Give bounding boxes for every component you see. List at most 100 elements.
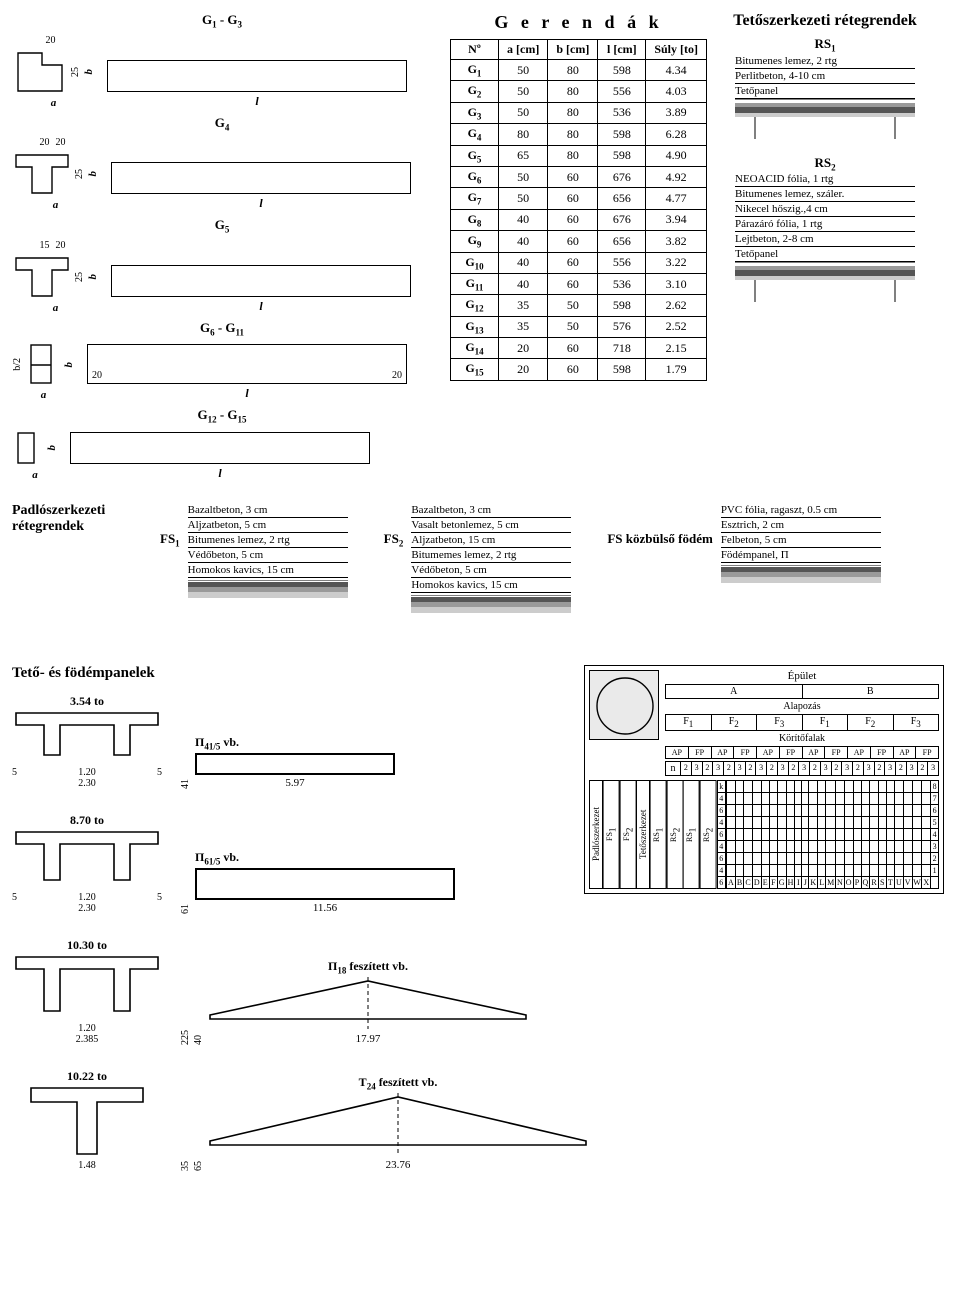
beam-section-group: G1 - G3 20 25 b a l bbox=[12, 12, 432, 109]
beam-section-group: G4 2020 25 b a l bbox=[12, 115, 432, 212]
beams-table-column: G e r e n d á k Nº a [cm] b [cm] l [cm] … bbox=[450, 12, 707, 381]
layer-item: Bitumemes lemez, 2 rtg bbox=[411, 548, 571, 563]
matrix-grid: 87654321ABCDEFGHIJKLMNOPQRSTUVWX bbox=[726, 780, 939, 889]
matrix-side-sub: RS2 bbox=[667, 780, 684, 889]
layer-strip-icon bbox=[735, 99, 915, 139]
panel-weight: 3.54 to bbox=[70, 694, 104, 709]
panel-cross-TT-icon bbox=[12, 828, 162, 892]
matrix-column: Épület AB Alapozás F1F2F3F1F2F3 Körítőfa… bbox=[584, 665, 944, 1195]
matrix-k-col: k46464646 bbox=[717, 780, 726, 889]
panel-plate-label: T24 feszített vb. bbox=[359, 1075, 438, 1091]
floor-block: FS közbülső födém PVC fólia, ragaszt, 0.… bbox=[607, 503, 880, 631]
dim-l-label: l bbox=[70, 466, 370, 481]
rs-label: RS1 bbox=[814, 36, 835, 54]
layer-item: Bazaltbeton, 3 cm bbox=[411, 503, 571, 518]
dim-l-label: l bbox=[111, 196, 411, 211]
rs-label: RS2 bbox=[814, 155, 835, 173]
table-row: G750606564.77 bbox=[451, 188, 707, 209]
layer-item: Felbeton, 5 cm bbox=[721, 533, 881, 548]
table-row: G480805986.28 bbox=[451, 124, 707, 145]
roof-block: RS1 Bitumenes lemez, 2 rtgPerlitbeton, 4… bbox=[735, 36, 915, 139]
layer-item: Bitumenes lemez, száler. bbox=[735, 187, 915, 202]
table-row: G565805984.90 bbox=[451, 145, 707, 166]
roof-title: Tetőszerkezeti rétegrendek bbox=[733, 12, 916, 30]
th-s: Súly [to] bbox=[646, 40, 707, 60]
panels-title: Tető- és födémpanelek bbox=[12, 665, 572, 682]
cross-section-rect-icon bbox=[12, 427, 42, 469]
beam-section-group: G12 - G15 b a l bbox=[12, 407, 432, 481]
table-row: G350805363.89 bbox=[451, 102, 707, 123]
dim-l-label: l bbox=[87, 386, 407, 401]
beams-title: G e r e n d á k bbox=[494, 12, 662, 33]
matrix-side-group: Tetőszerkezet bbox=[636, 780, 650, 889]
row-top: G1 - G3 20 25 b a l G4 2020 bbox=[12, 12, 948, 481]
matrix-side-sub: RS1 bbox=[683, 780, 700, 889]
panels-column: Tető- és födémpanelek 3.54 to 51.205 2.3… bbox=[12, 665, 572, 1195]
cross-section-T-icon bbox=[12, 252, 72, 302]
layer-item: Vasalt betonlemez, 5 cm bbox=[411, 518, 571, 533]
th-n: Nº bbox=[451, 40, 499, 60]
beams-table: Nº a [cm] b [cm] l [cm] Súly [to] G15080… bbox=[450, 39, 707, 381]
layer-item: Bitumenes lemez, 2 rtg bbox=[188, 533, 348, 548]
row-floor-layers: Padlószerkezeti rétegrendek FS1 Bazaltbe… bbox=[12, 503, 948, 631]
matrix-side-sub: RS1 bbox=[650, 780, 667, 889]
panel-block: 10.22 to 1.48 3565 T24 feszített vb. 23.… bbox=[12, 1069, 572, 1171]
layer-item: Esztrich, 2 cm bbox=[721, 518, 881, 533]
cross-section-ledge-icon bbox=[25, 339, 59, 389]
beam-group-title: G5 bbox=[12, 217, 432, 235]
panel-block: 3.54 to 51.205 2.30 41 Π41/5 vb. 5.97 bbox=[12, 694, 572, 789]
panel-block: 10.30 to 1.20 2.385 22540 Π18 feszített … bbox=[12, 938, 572, 1045]
matrix-box: Épület AB Alapozás F1F2F3F1F2F3 Körítőfa… bbox=[584, 665, 944, 894]
floor-title: Padlószerkezeti rétegrendek bbox=[12, 503, 132, 535]
layer-strip-icon bbox=[721, 565, 881, 601]
panel-weight: 8.70 to bbox=[70, 813, 104, 828]
circle-icon bbox=[589, 670, 659, 740]
layer-item: Homokos kavics, 15 cm bbox=[411, 578, 571, 593]
layer-item: Bitumenes lemez, 2 rtg bbox=[735, 54, 915, 69]
panel-long-taper-icon bbox=[208, 1093, 588, 1157]
floor-block: FS1 Bazaltbeton, 3 cmAljzatbeton, 5 cmBi… bbox=[160, 503, 348, 631]
table-row: G1235505982.62 bbox=[451, 295, 707, 316]
panel-cross-TT-icon bbox=[12, 953, 162, 1023]
th-b: b [cm] bbox=[548, 40, 598, 60]
matrix-side-sub: RS2 bbox=[700, 780, 717, 889]
panel-weight: 10.22 to bbox=[67, 1069, 107, 1084]
beam-section-group: G6 - G11 b/2 b a 2020 l bbox=[12, 320, 432, 402]
table-row: G1140605363.10 bbox=[451, 273, 707, 294]
table-row: G150805984.34 bbox=[451, 60, 707, 81]
beam-group-title: G1 - G3 bbox=[12, 12, 432, 30]
panel-block: 8.70 to 51.205 2.30 61 Π61/5 vb. 11.56 bbox=[12, 813, 572, 914]
layer-item: Nikecel hőszig.,4 cm bbox=[735, 202, 915, 217]
layer-item: Homokos kavics, 15 cm bbox=[188, 563, 348, 578]
layer-item: Födémpanel, Π bbox=[721, 548, 881, 563]
layer-item: Védőbeton, 5 cm bbox=[411, 563, 571, 578]
matrix-side-sub: FS1 bbox=[603, 780, 620, 889]
layer-strip-icon bbox=[188, 580, 348, 616]
layer-item: Bazaltbeton, 3 cm bbox=[188, 503, 348, 518]
panel-cross-TT-icon bbox=[12, 709, 162, 767]
layer-strip-icon bbox=[735, 262, 915, 302]
roof-block: RS2 NEOACID fólia, 1 rtgBitumenes lemez,… bbox=[735, 155, 915, 303]
matrix-title: Épület bbox=[665, 670, 939, 682]
matrix-side-group: Padlószerkezet bbox=[589, 780, 603, 889]
beam-group-title: G6 - G11 bbox=[12, 320, 432, 338]
row-panels-matrix: Tető- és födémpanelek 3.54 to 51.205 2.3… bbox=[12, 665, 948, 1195]
panel-plate-label: Π41/5 vb. bbox=[195, 735, 239, 751]
th-l: l [cm] bbox=[598, 40, 646, 60]
cross-section-L-icon bbox=[12, 47, 68, 97]
layer-item: Párazáró fólia, 1 rtg bbox=[735, 217, 915, 232]
panel-plate-label: Π18 feszített vb. bbox=[328, 959, 408, 975]
dim-l-label: l bbox=[107, 94, 407, 109]
table-row: G1520605981.79 bbox=[451, 359, 707, 380]
beam-section-group: G5 1520 25 b a l bbox=[12, 217, 432, 314]
layer-strip-icon bbox=[411, 595, 571, 631]
layer-item: Lejtbeton, 2-8 cm bbox=[735, 232, 915, 247]
table-row: G1040605563.22 bbox=[451, 252, 707, 273]
beam-sections-column: G1 - G3 20 25 b a l G4 2020 bbox=[12, 12, 432, 481]
fs-label: FS1 bbox=[160, 531, 180, 549]
layer-item: Tetőpanel bbox=[735, 84, 915, 99]
panel-plate-label: Π61/5 vb. bbox=[195, 850, 239, 866]
table-row: G840606763.94 bbox=[451, 209, 707, 230]
layer-item: Aljzatbeton, 15 cm bbox=[411, 533, 571, 548]
floor-block: FS2 Bazaltbeton, 3 cmVasalt betonlemez, … bbox=[384, 503, 572, 631]
